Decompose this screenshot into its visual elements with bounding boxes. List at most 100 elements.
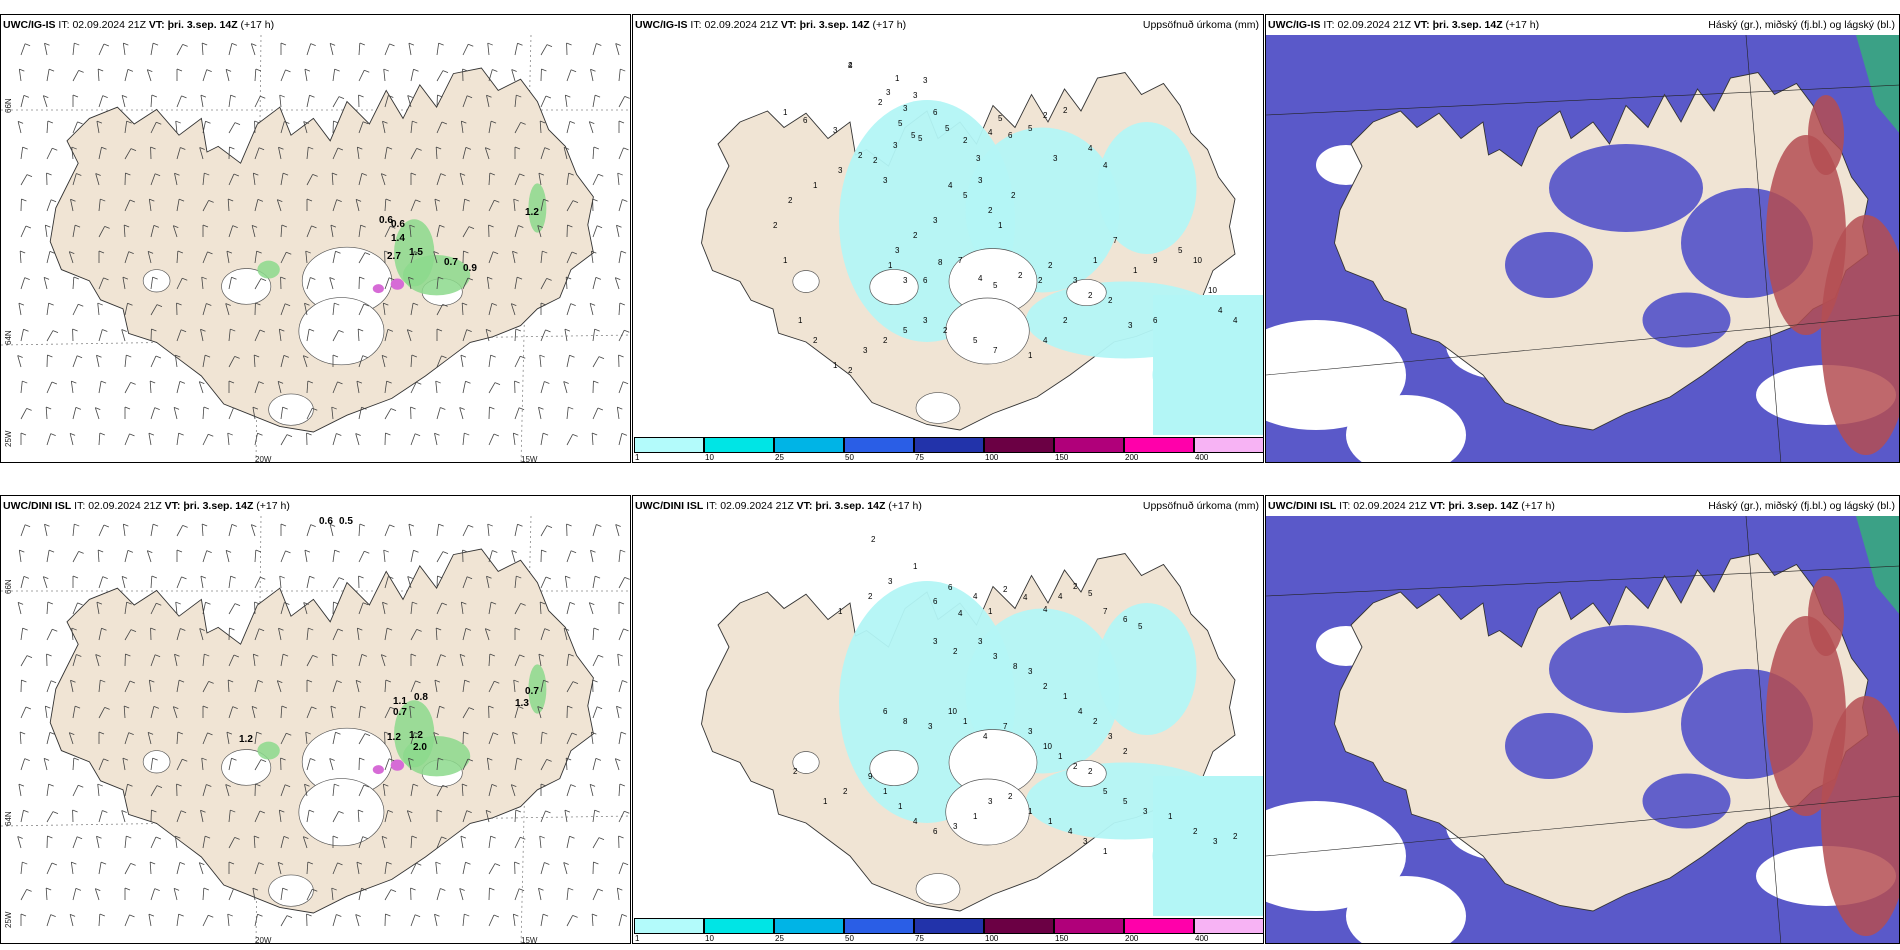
colorbar-label: 25 [775, 453, 784, 462]
precip-value: 2 [1073, 582, 1078, 591]
colorbar-swatch [634, 918, 704, 934]
colorbar-swatch [634, 437, 704, 453]
precip-value: 5 [945, 124, 950, 133]
wind-barb [384, 524, 390, 537]
wind-barb [306, 706, 312, 719]
wind-barb-flag [538, 172, 545, 176]
wind-barb-flag [178, 198, 185, 202]
lead-time: (+17 h) [240, 19, 275, 31]
wind-barb-flag [413, 549, 419, 553]
wind-barb [514, 356, 521, 368]
wind-barb-flag [488, 705, 494, 709]
wind-barb [306, 628, 309, 641]
wind-barb-flag [204, 172, 210, 176]
wind-barb [434, 433, 438, 446]
wind-barb [355, 680, 360, 693]
precip-value: 5 [903, 326, 908, 335]
wind-barb [462, 381, 466, 394]
wind-barb [540, 576, 547, 589]
wind-barb-flag [78, 70, 84, 73]
wind-barb-flag [408, 757, 414, 761]
wind-barb [98, 277, 104, 290]
precip-value: 3 [1143, 807, 1148, 816]
wind-barb-flag [381, 835, 388, 839]
wind-barb [72, 121, 78, 134]
wind-barb [460, 121, 464, 134]
wind-barb [511, 69, 516, 82]
wind-barb-flag [386, 627, 393, 631]
wind-barb-flag [439, 705, 445, 709]
wind-barb [410, 121, 413, 134]
wind-barb [72, 304, 79, 316]
wind-barb [253, 355, 256, 368]
wind-barb-flag [492, 550, 498, 553]
wind-barb [566, 888, 569, 901]
wind-barb-flag [615, 43, 621, 46]
wind-barb [46, 784, 50, 797]
wind-barb [98, 576, 104, 589]
wind-barb [98, 381, 102, 394]
wind-barb [484, 147, 490, 160]
wind-barb [98, 758, 104, 771]
wind-barb-flag [97, 302, 103, 306]
wind-barb-flag [620, 68, 626, 72]
wind-barb [72, 70, 79, 82]
wind-barb [97, 69, 100, 82]
wind-barb [384, 43, 390, 56]
wind-barb [95, 654, 100, 667]
wind-barb-flag [17, 836, 23, 839]
wind-barb-flag [175, 601, 181, 605]
wind-barb [514, 43, 518, 56]
wind-barb-flag [303, 836, 309, 839]
wind-barb-flag [20, 913, 27, 917]
wind-barb-flag [149, 198, 155, 202]
colorbar-label: 150 [1055, 934, 1069, 943]
wind-barb-flag [227, 913, 233, 917]
wind-barb-flag [286, 251, 292, 255]
precip-value: 2 [813, 336, 818, 345]
wind-barb-flag [47, 354, 53, 358]
wind-barb-flag [381, 654, 387, 657]
wind-barb [331, 654, 334, 667]
wind-barb-flag [152, 757, 158, 761]
wind-barb [384, 329, 389, 342]
wind-barb [514, 277, 518, 290]
precip-value: 3 [895, 246, 900, 255]
wind-barb [356, 628, 360, 641]
wind-barb-flag [589, 121, 595, 124]
wind-barb-flag [493, 433, 500, 437]
colorbar-label: 50 [845, 934, 854, 943]
wind-barb [44, 43, 48, 56]
wind-barb-flag [156, 785, 163, 788]
wind-barb [510, 784, 516, 797]
wind-barb [487, 524, 490, 537]
wind-barb-flag [618, 120, 625, 124]
wind-barb-flag [411, 835, 417, 839]
wind-barb [46, 914, 52, 927]
wind-barb-flag [46, 172, 52, 176]
wind-barb-flag [71, 861, 77, 865]
wind-barb-flag [568, 406, 574, 410]
wind-barb-flag [125, 653, 131, 657]
panel-header: UWC/IG-IS IT: 02.09.2024 21Z VT: þri. 3.… [1266, 15, 1899, 35]
colorbar-label: 1 [635, 453, 640, 462]
wind-barb-flag [127, 68, 134, 72]
wind-barb [538, 654, 542, 667]
wind-barb-flag [253, 172, 259, 176]
wind-barb-flag [47, 120, 53, 124]
wind-barb-flag [621, 432, 628, 436]
wind-barb [148, 433, 152, 446]
panel-header: UWC/DINI ISL IT: 02.09.2024 21Z VT: þri.… [633, 496, 1263, 516]
wind-barb-flag [50, 914, 56, 917]
wind-barb [280, 69, 286, 82]
wind-barb [566, 654, 570, 667]
wind-barb-flag [280, 276, 286, 280]
wind-barb-flag [412, 302, 419, 306]
wind-barb [592, 706, 598, 719]
wind-barb-flag [388, 95, 394, 98]
wind-barb [96, 602, 100, 615]
wind-barb [124, 732, 130, 745]
wind-barb-flag [468, 43, 474, 47]
wind-barb [436, 173, 442, 186]
wind-barb [228, 888, 234, 901]
